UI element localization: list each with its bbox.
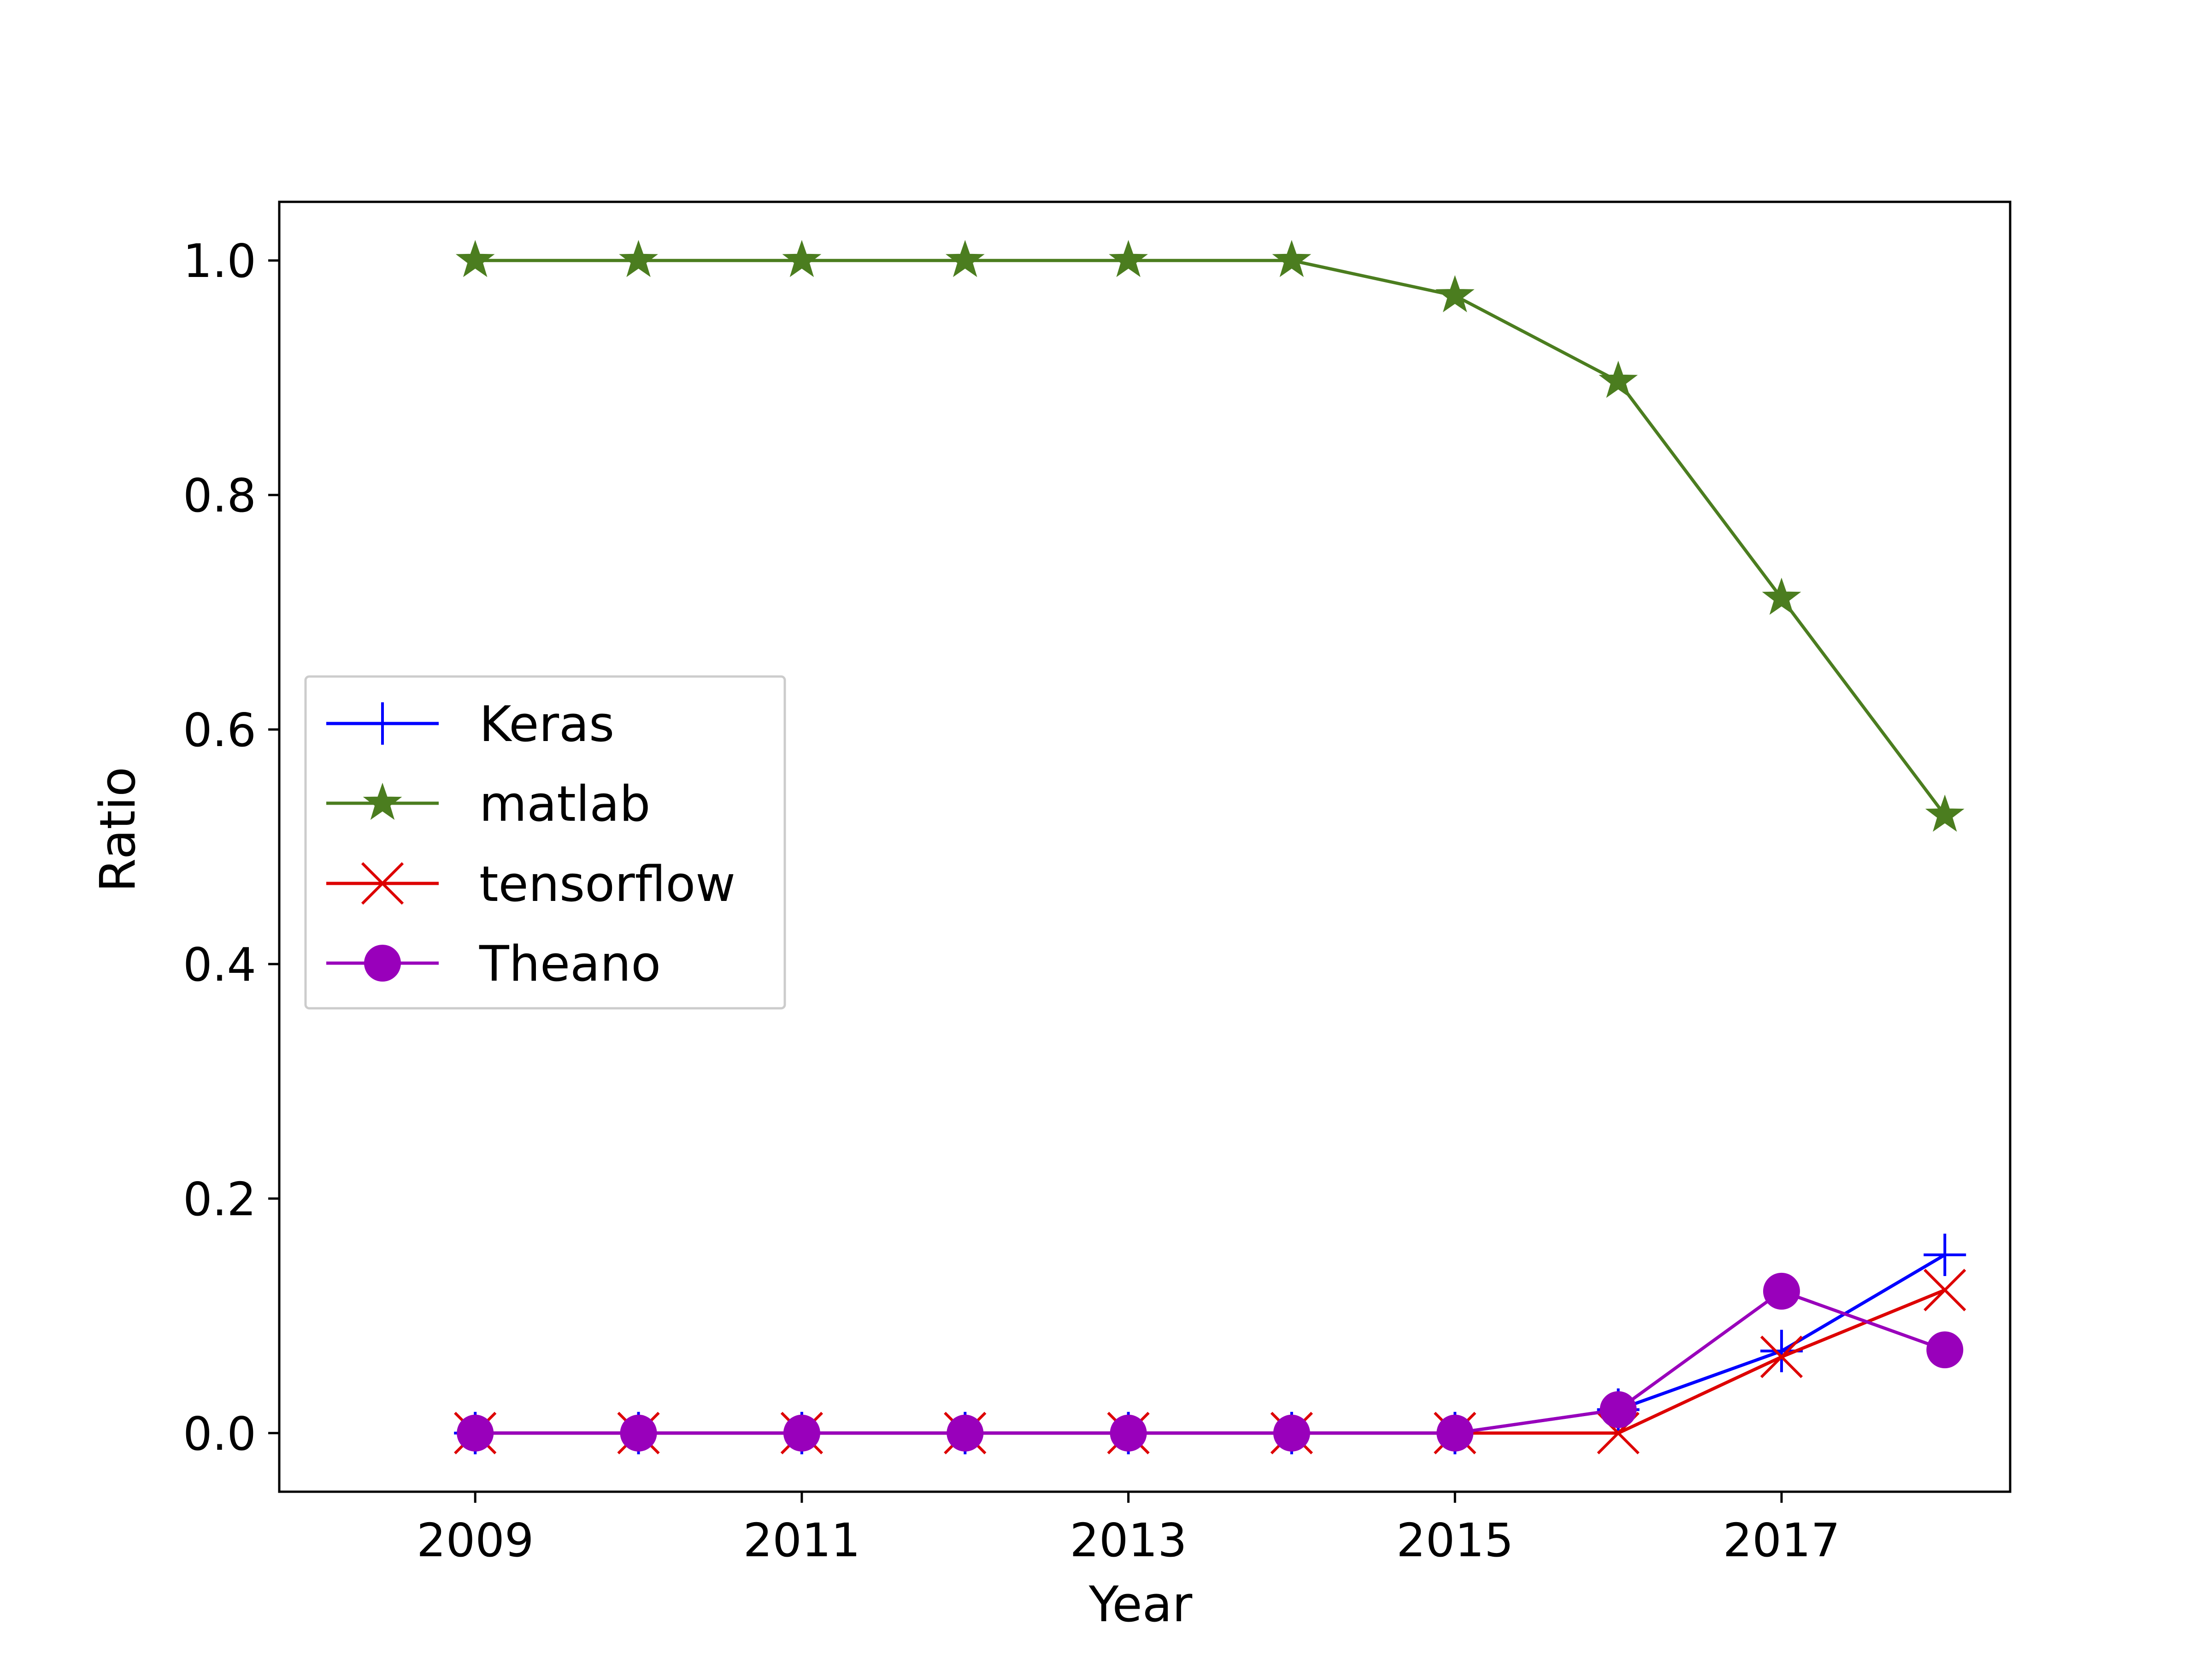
x-axis-label: Year: [1088, 1576, 1193, 1633]
data-point: [1924, 1234, 1966, 1276]
legend-item-tensorflow: tensorflow: [326, 856, 735, 912]
data-point: [455, 240, 495, 277]
data-point: [782, 240, 822, 277]
y-tick-label: 0.2: [183, 1172, 256, 1226]
data-point: [1763, 1272, 1800, 1310]
legend-box: [304, 675, 786, 1010]
series-matlab: [455, 240, 1965, 832]
data-point: [1926, 1331, 1964, 1369]
data-point: [783, 1414, 820, 1452]
legend-label: matlab: [479, 776, 650, 832]
data-point: [945, 240, 985, 277]
data-point: [1925, 794, 1965, 832]
x-tick-label: 2013: [1070, 1513, 1187, 1567]
series-line: [475, 259, 1947, 816]
data-point: [1273, 1414, 1310, 1452]
y-tick-label: 1.0: [183, 234, 256, 288]
legend-item-keras: Keras: [326, 696, 614, 753]
legend-marker: [361, 862, 404, 905]
axes-layer: 2009 2011 2013 2015 2017 0.0 0.2 0.4 0.6 0.8 1.0: [183, 234, 1840, 1567]
data-point: [1599, 360, 1638, 398]
x-tick-label: 2015: [1396, 1513, 1514, 1567]
y-tick-label: 0.6: [183, 703, 256, 757]
data-point: [1762, 577, 1801, 615]
data-point: [1110, 1414, 1147, 1452]
data-point: [619, 240, 658, 277]
data-point: [1109, 240, 1148, 277]
series-theano: [457, 1272, 1964, 1452]
y-tick-label: 0.8: [183, 469, 256, 523]
data-point: [1600, 1391, 1637, 1428]
x-tick-label: 2017: [1723, 1513, 1841, 1567]
legend-item-theano: Theano: [326, 935, 661, 992]
x-tick-label: 2011: [743, 1513, 861, 1567]
legend-label: Keras: [479, 696, 614, 753]
legend-item-matlab: matlab: [326, 776, 650, 832]
data-point: [1924, 1269, 1966, 1312]
legend: Keras matlab tensorflow Theano: [304, 675, 786, 1010]
data-point: [1272, 240, 1312, 277]
data-point: [1436, 1414, 1474, 1452]
series-layer: [454, 240, 1966, 1454]
legend-marker: [361, 702, 404, 745]
data-point: [947, 1414, 984, 1452]
data-point: [1760, 1335, 1803, 1378]
y-tick-label: 0.4: [183, 938, 256, 992]
legend-marker: [363, 782, 402, 820]
data-point: [457, 1414, 494, 1452]
y-tick-label: 0.0: [183, 1407, 256, 1461]
legend-label: tensorflow: [479, 856, 735, 912]
x-tick-label: 2009: [417, 1513, 534, 1567]
plot-frame: [278, 200, 2012, 1493]
series-line: [475, 1289, 1946, 1435]
y-axis-label: Ratio: [89, 767, 146, 892]
data-point: [620, 1414, 657, 1452]
legend-label: Theano: [479, 935, 661, 992]
data-point: [1435, 275, 1475, 312]
legend-marker: [364, 945, 401, 982]
